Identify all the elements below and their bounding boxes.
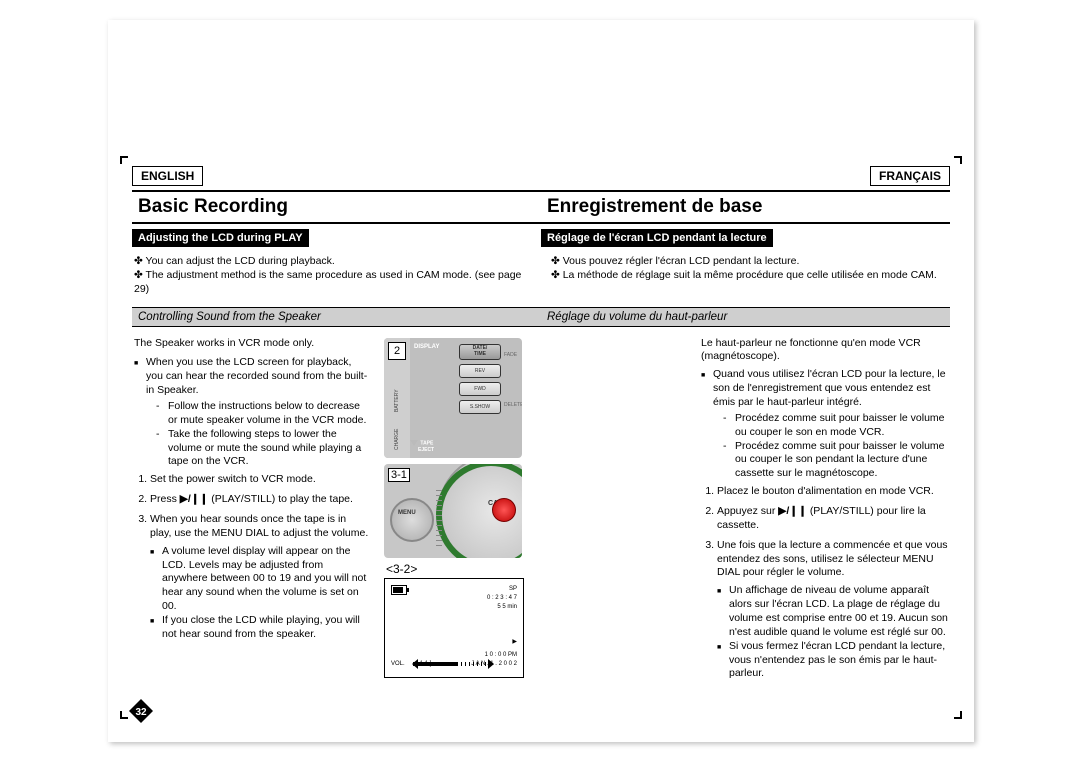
btn-rev: REV [459, 364, 501, 378]
device-middle: 3-1 MENU CAM [384, 464, 522, 558]
right-ol2: Appuyez sur ▶/❙❙ (PLAY/STILL) pour lire … [717, 505, 948, 533]
lcd-time: 0 : 2 3 : 4 7 [487, 594, 517, 603]
eject-eject: EJECT [418, 447, 434, 453]
left-sq1-text: When you use the LCD screen for playback… [146, 356, 367, 396]
left-ol2: Press ▶/❙❙ (PLAY/STILL) to play the tape… [150, 493, 369, 507]
battery-label: BATTERY [394, 389, 400, 412]
left-ol2-b: (PLAY/STILL) to play the tape. [211, 493, 353, 505]
lcd-date: 1 0 : 0 0 PM J A N . 1 . 2 0 0 2 [471, 651, 517, 669]
eject-label: TAPE EJECT [410, 440, 434, 454]
fold-marks-bottom [108, 710, 974, 724]
side-delete: DELETE [504, 398, 522, 412]
title-right: Enregistrement de base [541, 194, 950, 222]
lcd-screen: SP 0 : 2 3 : 4 7 5 5 min ▶ VOL. [ 1 1 ] [384, 578, 524, 678]
left-sq2: A volume level display will appear on th… [150, 545, 369, 614]
vol-label: VOL. [391, 661, 405, 667]
intro-right-2: La méthode de réglage suit la même procé… [551, 269, 948, 283]
battery-icon [391, 585, 407, 595]
left-ol2-a: Press [150, 493, 180, 505]
bar-left: Adjusting the LCD during PLAY [132, 229, 309, 247]
side-fade: FADE [504, 348, 522, 362]
left-ol3-text: When you hear sounds once the tape is in… [150, 513, 368, 539]
lcd-top-right: SP 0 : 2 3 : 4 7 5 5 min [487, 585, 517, 612]
button-column: DATE/ TIME REV FWD S.SHOW [459, 344, 501, 418]
language-row: ENGLISH FRANÇAIS [108, 166, 974, 188]
right-ol3-text: Une fois que la lecture a commencée et q… [717, 539, 948, 579]
btn-date-time: DATE/ TIME [459, 344, 501, 360]
tick-marks [436, 490, 442, 546]
right-sq2: Un affichage de niveau de volume apparaî… [717, 584, 948, 639]
intro-left-2: The adjustment method is the same proced… [134, 269, 531, 297]
fig-number-31: 3-1 [388, 468, 410, 482]
play-still-icon: ▶/❙❙ [778, 505, 807, 517]
left-sq1: When you use the LCD screen for playback… [134, 356, 369, 469]
sheet: ENGLISH FRANÇAIS Basic Recording Enregis… [108, 20, 974, 742]
bar-right: Réglage de l'écran LCD pendant la lectur… [541, 229, 773, 247]
fig-number-2: 2 [388, 342, 406, 360]
play-icon: ▶ [512, 639, 517, 645]
fold-icon [120, 151, 134, 165]
record-button-icon [492, 498, 516, 522]
right-dash2: Procédez comme suit pour baisser le volu… [713, 440, 948, 482]
right-ol2-a: Appuyez sur [717, 505, 778, 517]
lcd-remain: 5 5 min [487, 603, 517, 612]
fig-label-32: <3-2> [386, 562, 522, 576]
side-column: FADE DELETE [504, 348, 522, 412]
intro-left: You can adjust the LCD during playback. … [134, 255, 531, 297]
charge-label: CHARGE [394, 429, 400, 450]
fold-icon [120, 710, 134, 724]
eject-tape: TAPE [420, 440, 433, 446]
content: ENGLISH FRANÇAIS Basic Recording Enregis… [108, 166, 974, 706]
right-sq3: Si vous fermez l'écran LCD pendant la le… [717, 640, 948, 682]
display-label: DISPLAY [414, 344, 439, 350]
lcd-date-val: J A N . 1 . 2 0 0 2 [471, 660, 517, 669]
lcd-play-icon: ▶ [512, 638, 517, 647]
title-left: Basic Recording [132, 194, 541, 222]
lcd-sp: SP [487, 585, 517, 594]
left-dash1: Follow the instructions below to decreas… [146, 400, 369, 428]
right-sq1-text: Quand vous utilisez l'écran LCD pour la … [713, 368, 946, 408]
left-ol1: Set the power switch to VCR mode. [150, 473, 369, 487]
right-dash1: Procédez comme suit pour baisser le volu… [713, 412, 948, 440]
fold-icon [948, 710, 962, 724]
lang-francais: FRANÇAIS [870, 166, 950, 186]
lang-english: ENGLISH [132, 166, 203, 186]
intro-right: Vous pouvez régler l'écran LCD pendant l… [551, 255, 948, 283]
intro-left-1: You can adjust the LCD during playback. [134, 255, 531, 269]
menu-dial [390, 498, 434, 542]
fold-icon [948, 151, 962, 165]
btn-fwd: FWD [459, 382, 501, 396]
col-right: Le haut-parleur ne fonctionne qu'en mode… [541, 327, 950, 688]
left-ol3: When you hear sounds once the tape is in… [150, 513, 369, 642]
eject-arrow-icon [410, 440, 418, 446]
intro-right-1: Vous pouvez régler l'écran LCD pendant l… [551, 255, 948, 269]
right-sq1: Quand vous utilisez l'écran LCD pour la … [701, 368, 948, 481]
right-line1: Le haut-parleur ne fonctionne qu'en mode… [701, 337, 948, 365]
left-sq3: If you close the LCD while playing, you … [150, 614, 369, 642]
fold-marks-top [108, 151, 974, 165]
device-top: 2 DISPLAY BATTERY CHARGE DATE/ TIME REV … [384, 338, 522, 458]
sub-right: Réglage du volume du haut-parleur [541, 307, 950, 327]
right-ol3: Une fois que la lecture a commencée et q… [717, 539, 948, 682]
lcd-clock: 1 0 : 0 0 PM [471, 651, 517, 660]
left-dash2: Take the following steps to lower the vo… [146, 428, 369, 470]
play-still-icon: ▶/❙❙ [180, 493, 209, 505]
sub-left: Controlling Sound from the Speaker [132, 307, 541, 327]
figures: 2 DISPLAY BATTERY CHARGE DATE/ TIME REV … [384, 338, 522, 678]
btn-sshow: S.SHOW [459, 400, 501, 414]
right-ol1: Placez le bouton d'alimentation en mode … [717, 485, 948, 499]
page-root: ENGLISH FRANÇAIS Basic Recording Enregis… [0, 0, 1080, 763]
left-line1: The Speaker works in VCR mode only. [134, 337, 369, 351]
menu-label: MENU [398, 510, 416, 516]
